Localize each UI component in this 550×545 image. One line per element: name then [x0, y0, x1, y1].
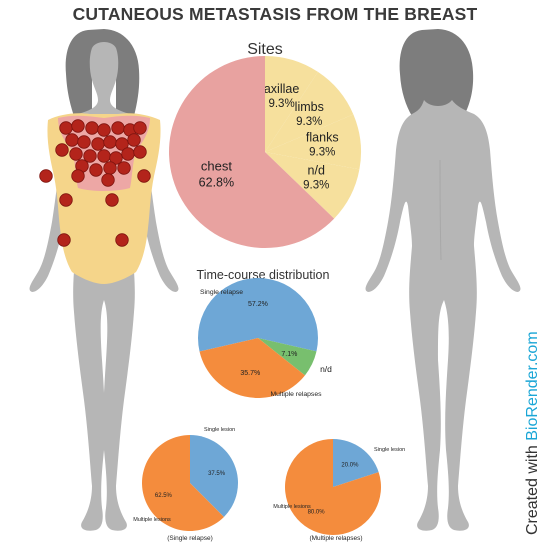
lesion-marker [77, 135, 91, 149]
lesion-marker [127, 133, 141, 147]
page-title: CUTANEOUS METASTASIS FROM THE BREAST [72, 4, 478, 24]
sites-category-label-flanks: flanks [306, 131, 339, 145]
multiple-relapses-pie-slice-multiple-lesions [285, 439, 382, 536]
lesion-marker [101, 173, 115, 187]
single-relapse-pie: 37.5% 62.5% Single lesion Multiple lesions (… [133, 427, 239, 542]
single-relapse-pie-title: (Single relapse) [167, 535, 213, 542]
lesion-marker [71, 119, 85, 133]
single-relapse-pie-value-label-single-lesion: 37.5% [208, 471, 226, 477]
sites-category-label-chest: chest [201, 159, 232, 174]
lesion-marker [97, 123, 111, 137]
sites-value-label-limbs: 9.3% [296, 116, 322, 128]
back-spine-line [439, 159, 442, 261]
timecourse-category-label-multiple-relapses: Multiple relapses [271, 391, 323, 398]
lesion-marker [111, 121, 125, 135]
timecourse-slice-n-d [258, 338, 317, 376]
lesion-marker [39, 169, 53, 183]
sites-category-label-axillae: axillae [264, 82, 299, 96]
sites-slice-n-d [265, 152, 360, 219]
lesion-marker [71, 169, 85, 183]
sites-slice-flanks [265, 114, 361, 170]
multiple-relapses-pie-category-label-single-lesion: Single lesion [374, 447, 405, 453]
timecourse-value-label-n-d: 7.1% [281, 351, 297, 358]
multiple-relapses-pie-value-label-single-lesion: 20.0% [341, 463, 359, 469]
lesion-marker [137, 169, 151, 183]
sites-chart-title: Sites [247, 41, 283, 58]
multiple-relapses-pie: 20.0% 80.0% Single lesion Multiple lesions (… [273, 439, 405, 542]
sites-slice-limbs [265, 71, 354, 152]
multiple-relapses-pie-slice-single-lesion [333, 439, 379, 487]
back-hair [399, 29, 474, 116]
back-body-silhouette [365, 100, 521, 531]
lesion-marker [57, 233, 71, 247]
credit-brand: BioRender.com [524, 331, 541, 441]
sites-category-label-n-d: n/d [308, 163, 325, 177]
multiple-relapses-pie-title: (Multiple relapses) [309, 535, 362, 542]
sites-slice-chest [168, 56, 335, 249]
biorender-credit: Created with BioRender.com [524, 275, 546, 535]
lesion-marker [121, 147, 135, 161]
sites-value-label-n-d: 9.3% [303, 179, 329, 191]
single-relapse-pie-category-label-single-lesion: Single lesion [204, 427, 235, 433]
lesion-marker [103, 135, 117, 149]
sites-value-label-axillae: 9.3% [268, 98, 294, 110]
lesion-marker [105, 193, 119, 207]
timecourse-chart-title: Time-course distribution [197, 268, 330, 282]
single-relapse-pie-category-label-multiple-lesions: Multiple lesions [133, 517, 171, 523]
timecourse-category-label-n-d: n/d [320, 364, 332, 374]
sites-value-label-flanks: 9.3% [309, 147, 335, 159]
lesion-marker [109, 151, 123, 165]
lesion-marker [117, 161, 131, 175]
timecourse-slice-single-relapse [198, 278, 318, 352]
multiple-relapses-pie-value-label-multiple-lesions: 80.0% [308, 509, 326, 515]
lesion-marker [65, 133, 79, 147]
lesion-marker [91, 137, 105, 151]
lesion-marker [133, 121, 147, 135]
lesion-marker [89, 163, 103, 177]
lesion-marker [103, 161, 117, 175]
lesion-marker [97, 149, 111, 163]
lesion-marker [55, 143, 69, 157]
front-hair [65, 29, 140, 116]
lesion-markers [39, 119, 151, 247]
lesion-marker [85, 121, 99, 135]
timecourse-category-label-single-relapse: Single relapse [200, 289, 243, 296]
timecourse-pie-chart: Time-course distribution 57.2% Single rela… [197, 268, 332, 399]
back-body-figure [365, 29, 521, 531]
lesion-marker [59, 121, 73, 135]
sites-category-label-limbs: limbs [295, 100, 324, 114]
lesion-marker [115, 233, 129, 247]
timecourse-value-label-multiple-relapses: 35.7% [240, 370, 260, 377]
multiple-relapses-pie-category-label-multiple-lesions: Multiple lesions [273, 504, 311, 510]
lesion-marker [59, 193, 73, 207]
lesion-marker [69, 147, 83, 161]
timecourse-slice-multiple-relapses [199, 338, 305, 399]
sites-value-label-chest: 62.8% [199, 176, 234, 190]
single-relapse-pie-slice-multiple-lesions [142, 435, 224, 531]
lesion-marker [133, 145, 147, 159]
lesion-marker [115, 137, 129, 151]
single-relapse-pie-slice-single-lesion [190, 435, 239, 517]
credit-prefix: Created with [524, 440, 541, 535]
single-relapse-pie-value-label-multiple-lesions: 62.5% [155, 493, 173, 499]
sites-slice-axillae [265, 56, 318, 152]
timecourse-value-label-single-relapse: 57.2% [248, 301, 268, 308]
lesion-marker [83, 149, 97, 163]
